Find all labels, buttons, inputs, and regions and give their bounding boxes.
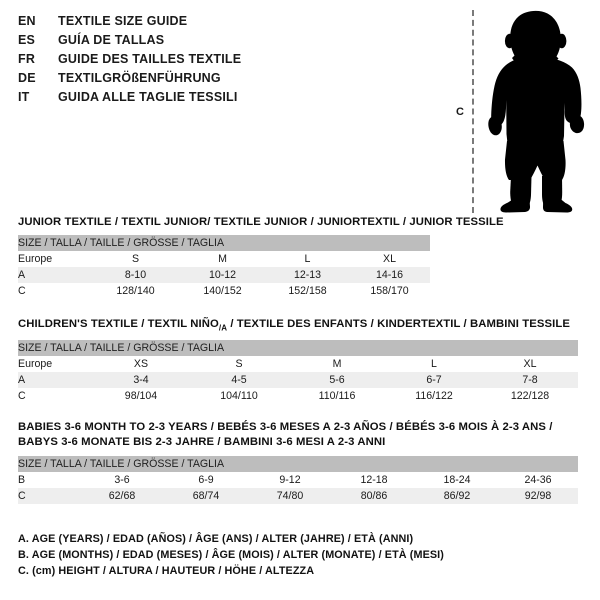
size-bar-label-babies: SIZE / TALLA / TAILLE / GRÖSSE / TAGLIA	[18, 456, 579, 472]
language-row: DE TEXTILGRÖßENFÜHRUNG	[18, 69, 438, 88]
heading-part-post: / TEXTILE DES ENFANTS / KINDERTEXTIL / B…	[227, 318, 571, 330]
table-bar-row: SIZE / TALLA / TAILLE / GRÖSSE / TAGLIA	[18, 235, 431, 251]
row-label-c: C	[18, 388, 92, 405]
language-code-fr: FR	[18, 52, 36, 66]
cell-value: 68/74	[164, 488, 248, 504]
language-code-it: IT	[18, 90, 30, 104]
title-es: GUÍA DE TALLAS	[58, 33, 165, 47]
cell-value: 80/86	[332, 488, 416, 504]
section-babies-textile: BABIES 3-6 MONTH TO 2-3 YEARS / BEBÉS 3-…	[18, 420, 579, 504]
table-row: A 3-4 4-5 5-6 6-7 7-8	[18, 372, 579, 389]
section-heading-junior: JUNIOR TEXTILE / TEXTIL JUNIOR/ TEXTILE …	[18, 216, 504, 228]
cell-value: M	[288, 356, 386, 373]
section-heading-children: CHILDREN'S TEXTILE / TEXTIL NIÑO/A / TEX…	[18, 317, 578, 335]
cell-value: 5-6	[288, 372, 386, 389]
cell-value: 12-18	[332, 472, 416, 488]
heading-part-pre: CHILDREN'S TEXTILE / TEXTIL NIÑO	[18, 318, 219, 330]
cell-value: 122/128	[482, 388, 579, 405]
size-bar-label-junior: SIZE / TALLA / TAILLE / GRÖSSE / TAGLIA	[18, 235, 431, 251]
row-label-europe: Europe	[18, 356, 92, 373]
table-row: C 98/104 104/110 110/116 116/122 122/128	[18, 388, 579, 405]
cell-value: 110/116	[288, 388, 386, 405]
cell-value: 140/152	[179, 283, 266, 299]
section-junior-textile: JUNIOR TEXTILE / TEXTIL JUNIOR/ TEXTILE …	[18, 215, 504, 299]
cell-value: 92/98	[498, 488, 579, 504]
cell-value: 8-10	[92, 267, 179, 283]
cell-value: 128/140	[92, 283, 179, 299]
height-figure: C	[448, 4, 596, 216]
table-row: C 62/68 68/74 74/80 80/86 86/92 92/98	[18, 488, 579, 504]
cell-value: 18-24	[416, 472, 498, 488]
row-label-europe: Europe	[18, 251, 92, 267]
legend-line-b: B. AGE (MONTHS) / EDAD (MESES) / ÂGE (MO…	[18, 549, 444, 561]
cell-value: 74/80	[248, 488, 332, 504]
row-label-c: C	[18, 283, 92, 299]
cell-value: 86/92	[416, 488, 498, 504]
cell-value: 6-7	[386, 372, 482, 389]
size-table-junior: SIZE / TALLA / TAILLE / GRÖSSE / TAGLIA …	[18, 235, 431, 299]
title-de: TEXTILGRÖßENFÜHRUNG	[58, 71, 221, 85]
title-en: TEXTILE SIZE GUIDE	[58, 14, 188, 28]
cell-value: 24-36	[498, 472, 579, 488]
cell-value: S	[92, 251, 179, 267]
cell-value: 4-5	[190, 372, 288, 389]
table-bar-row: SIZE / TALLA / TAILLE / GRÖSSE / TAGLIA	[18, 456, 579, 472]
title-it: GUIDA ALLE TAGLIE TESSILI	[58, 90, 238, 104]
cell-value: 3-6	[80, 472, 164, 488]
cell-value: L	[386, 356, 482, 373]
language-code-es: ES	[18, 33, 36, 47]
language-title-block: EN TEXTILE SIZE GUIDE ES GUÍA DE TALLAS …	[18, 12, 438, 107]
cell-value: S	[190, 356, 288, 373]
size-bar-label-children: SIZE / TALLA / TAILLE / GRÖSSE / TAGLIA	[18, 340, 579, 357]
cell-value: 14-16	[349, 267, 431, 283]
cell-value: 10-12	[179, 267, 266, 283]
language-code-de: DE	[18, 71, 36, 85]
language-row: FR GUIDE DES TAILLES TEXTILE	[18, 50, 438, 69]
language-row: ES GUÍA DE TALLAS	[18, 31, 438, 50]
section-childrens-textile: CHILDREN'S TEXTILE / TEXTIL NIÑO/A / TEX…	[18, 317, 579, 405]
language-code-en: EN	[18, 14, 36, 28]
language-row: IT GUIDA ALLE TAGLIE TESSILI	[18, 88, 438, 107]
cell-value: 62/68	[80, 488, 164, 504]
size-table-babies: SIZE / TALLA / TAILLE / GRÖSSE / TAGLIA …	[18, 456, 579, 504]
cell-value: 9-12	[248, 472, 332, 488]
section-heading-babies-line2: BABYS 3-6 MONATE BIS 2-3 JAHRE / BAMBINI…	[18, 436, 386, 448]
table-row: Europe XS S M L XL	[18, 356, 579, 373]
table-row: A 8-10 10-12 12-13 14-16	[18, 267, 431, 283]
table-row: C 128/140 140/152 152/158 158/170	[18, 283, 431, 299]
cell-value: 3-4	[92, 372, 190, 389]
language-row: EN TEXTILE SIZE GUIDE	[18, 12, 438, 31]
legend-block: A. AGE (YEARS) / EDAD (AÑOS) / ÂGE (ANS)…	[18, 531, 488, 579]
cell-value: XL	[482, 356, 579, 373]
table-bar-row: SIZE / TALLA / TAILLE / GRÖSSE / TAGLIA	[18, 340, 579, 357]
cell-value: 98/104	[92, 388, 190, 405]
row-label-a: A	[18, 267, 92, 283]
cell-value: M	[179, 251, 266, 267]
legend-line-c: C. (cm) HEIGHT / ALTURA / HAUTEUR / HÖHE…	[18, 565, 315, 577]
cell-value: 12-13	[266, 267, 349, 283]
cell-value: 152/158	[266, 283, 349, 299]
cell-value: XL	[349, 251, 431, 267]
height-measure-label: C	[456, 106, 464, 118]
section-heading-babies-line1: BABIES 3-6 MONTH TO 2-3 YEARS / BEBÉS 3-…	[18, 421, 553, 433]
cell-value: 158/170	[349, 283, 431, 299]
cell-value: 104/110	[190, 388, 288, 405]
heading-part-sub: /A	[218, 323, 228, 333]
cell-value: XS	[92, 356, 190, 373]
height-measure-line	[472, 10, 474, 213]
cell-value: 116/122	[386, 388, 482, 405]
legend-line-a: A. AGE (YEARS) / EDAD (AÑOS) / ÂGE (ANS)…	[18, 533, 414, 545]
table-row: B 3-6 6-9 9-12 12-18 18-24 24-36	[18, 472, 579, 488]
row-label-a: A	[18, 372, 92, 389]
cell-value: 7-8	[482, 372, 579, 389]
cell-value: L	[266, 251, 349, 267]
toddler-silhouette-icon	[488, 10, 585, 213]
row-label-b: B	[18, 472, 80, 488]
row-label-c: C	[18, 488, 80, 504]
size-table-children: SIZE / TALLA / TAILLE / GRÖSSE / TAGLIA …	[18, 340, 579, 405]
title-fr: GUIDE DES TAILLES TEXTILE	[58, 52, 242, 66]
cell-value: 6-9	[164, 472, 248, 488]
table-row: Europe S M L XL	[18, 251, 431, 267]
